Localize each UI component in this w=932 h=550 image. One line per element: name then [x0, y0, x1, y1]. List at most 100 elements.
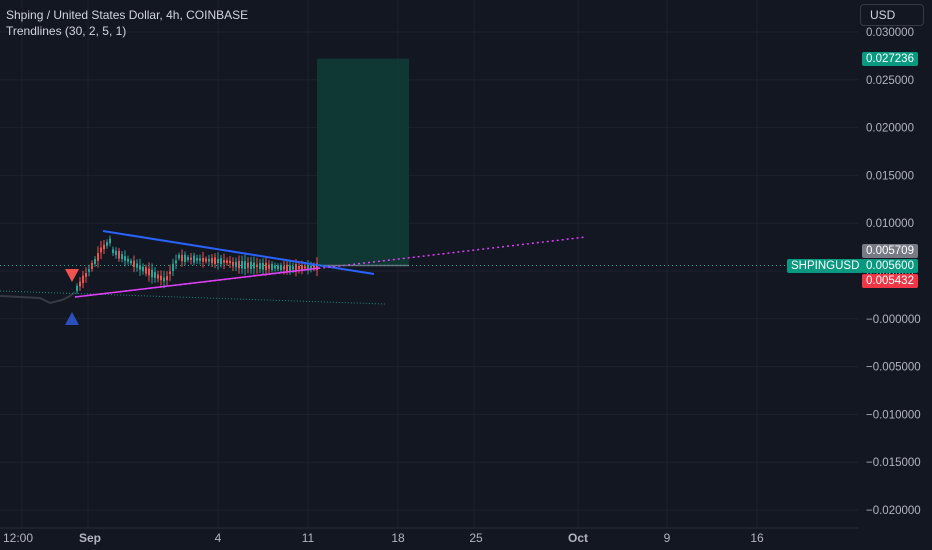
target-price-label: 0.027236	[862, 52, 918, 66]
buy-signal-icon	[65, 312, 79, 325]
time-tick-label: 16	[750, 531, 764, 545]
candle	[238, 255, 240, 274]
indicator-title[interactable]: Trendlines (30, 2, 5, 1)	[6, 24, 127, 38]
candle	[172, 258, 174, 276]
candle	[145, 264, 147, 277]
candle	[268, 260, 270, 274]
candle	[208, 254, 210, 266]
candle	[226, 257, 228, 266]
candle	[112, 246, 114, 256]
candle	[103, 239, 105, 255]
candle	[316, 257, 318, 277]
candle	[253, 256, 255, 275]
candle	[100, 240, 102, 260]
price-series	[0, 290, 386, 305]
time-axis[interactable]: 12:00 Sep 4 11 18 25 Oct 9 16	[0, 527, 858, 545]
symbol-badge: SHPINGUSD	[787, 259, 864, 273]
candle	[130, 258, 132, 266]
candle	[298, 261, 300, 274]
price-tick-label: −0.020000	[866, 505, 921, 517]
candle	[229, 255, 231, 269]
trendline-lower[interactable]	[74, 236, 587, 298]
trendline-lower-solid	[74, 267, 321, 298]
time-tick-label: 25	[469, 531, 483, 545]
candle	[109, 235, 111, 247]
grid-lines	[0, 0, 858, 528]
candle	[265, 257, 267, 276]
stop-price-label: 0.005432	[862, 274, 918, 288]
candle	[259, 259, 261, 273]
price-tick-label: −0.005000	[866, 362, 921, 374]
price-tick-label: 0.030000	[866, 27, 914, 39]
candle	[106, 239, 108, 249]
candle	[307, 260, 309, 275]
candle	[181, 249, 183, 267]
candle	[85, 267, 87, 283]
candle	[118, 247, 120, 262]
candle	[154, 267, 156, 283]
symbol-title[interactable]: Shping / United States Dollar, 4h, COINB…	[6, 8, 249, 22]
price-line	[0, 291, 76, 305]
price-tick-label: 0.010000	[866, 218, 914, 230]
candle	[274, 262, 276, 272]
support-dotted-line	[0, 290, 386, 305]
candle	[289, 261, 291, 275]
candle	[151, 263, 153, 284]
price-tick-label: −0.015000	[866, 457, 921, 469]
price-tick-label: 0.015000	[866, 170, 914, 182]
candle	[133, 255, 135, 273]
candle	[199, 254, 201, 265]
candle	[166, 271, 168, 286]
candle	[163, 270, 165, 289]
high-price-label: 0.005709	[862, 244, 918, 258]
price-axis[interactable]: 0.030000 0.025000 0.020000 0.015000 0.010000…	[866, 27, 921, 517]
time-tick-label: 12:00	[3, 531, 33, 545]
candle	[115, 247, 117, 259]
price-tick-label: 0.025000	[866, 75, 914, 87]
candle	[88, 264, 90, 277]
sell-signal-icon	[65, 269, 79, 282]
price-tick-label: 0.020000	[866, 123, 914, 135]
time-tick-label: Sep	[79, 531, 101, 545]
candle	[271, 261, 273, 273]
candle	[91, 260, 93, 272]
price-tick-label: −0.010000	[866, 409, 921, 421]
candle	[121, 251, 123, 263]
candle	[223, 253, 225, 270]
candle	[241, 255, 243, 274]
candle	[235, 257, 237, 272]
candle	[139, 258, 141, 276]
candle	[280, 262, 282, 273]
candle	[262, 258, 264, 275]
candle	[232, 257, 234, 271]
time-tick-label: 11	[302, 531, 315, 545]
candle	[97, 246, 99, 268]
candle	[76, 283, 78, 294]
price-tick-label: −0.000000	[866, 314, 921, 326]
candle	[217, 252, 219, 270]
candle	[124, 250, 126, 267]
candle	[178, 252, 180, 261]
candle	[79, 277, 81, 291]
candle	[196, 254, 198, 264]
candle	[94, 256, 96, 267]
candle	[169, 264, 171, 282]
target-zone	[317, 58, 409, 266]
candles	[74, 235, 321, 298]
candle	[193, 252, 195, 266]
candle	[277, 263, 279, 272]
candle	[157, 270, 159, 283]
candle	[202, 251, 204, 268]
candle	[160, 270, 162, 286]
time-tick-label: 18	[391, 531, 405, 545]
candle	[214, 253, 216, 269]
candle	[184, 251, 186, 266]
candle	[175, 254, 177, 270]
time-tick-label: 9	[664, 531, 671, 545]
candle	[190, 253, 192, 265]
currency-button[interactable]: USD	[860, 4, 924, 26]
candle	[211, 253, 213, 267]
candle	[127, 255, 129, 265]
last-price-label: 0.005600	[862, 259, 918, 273]
